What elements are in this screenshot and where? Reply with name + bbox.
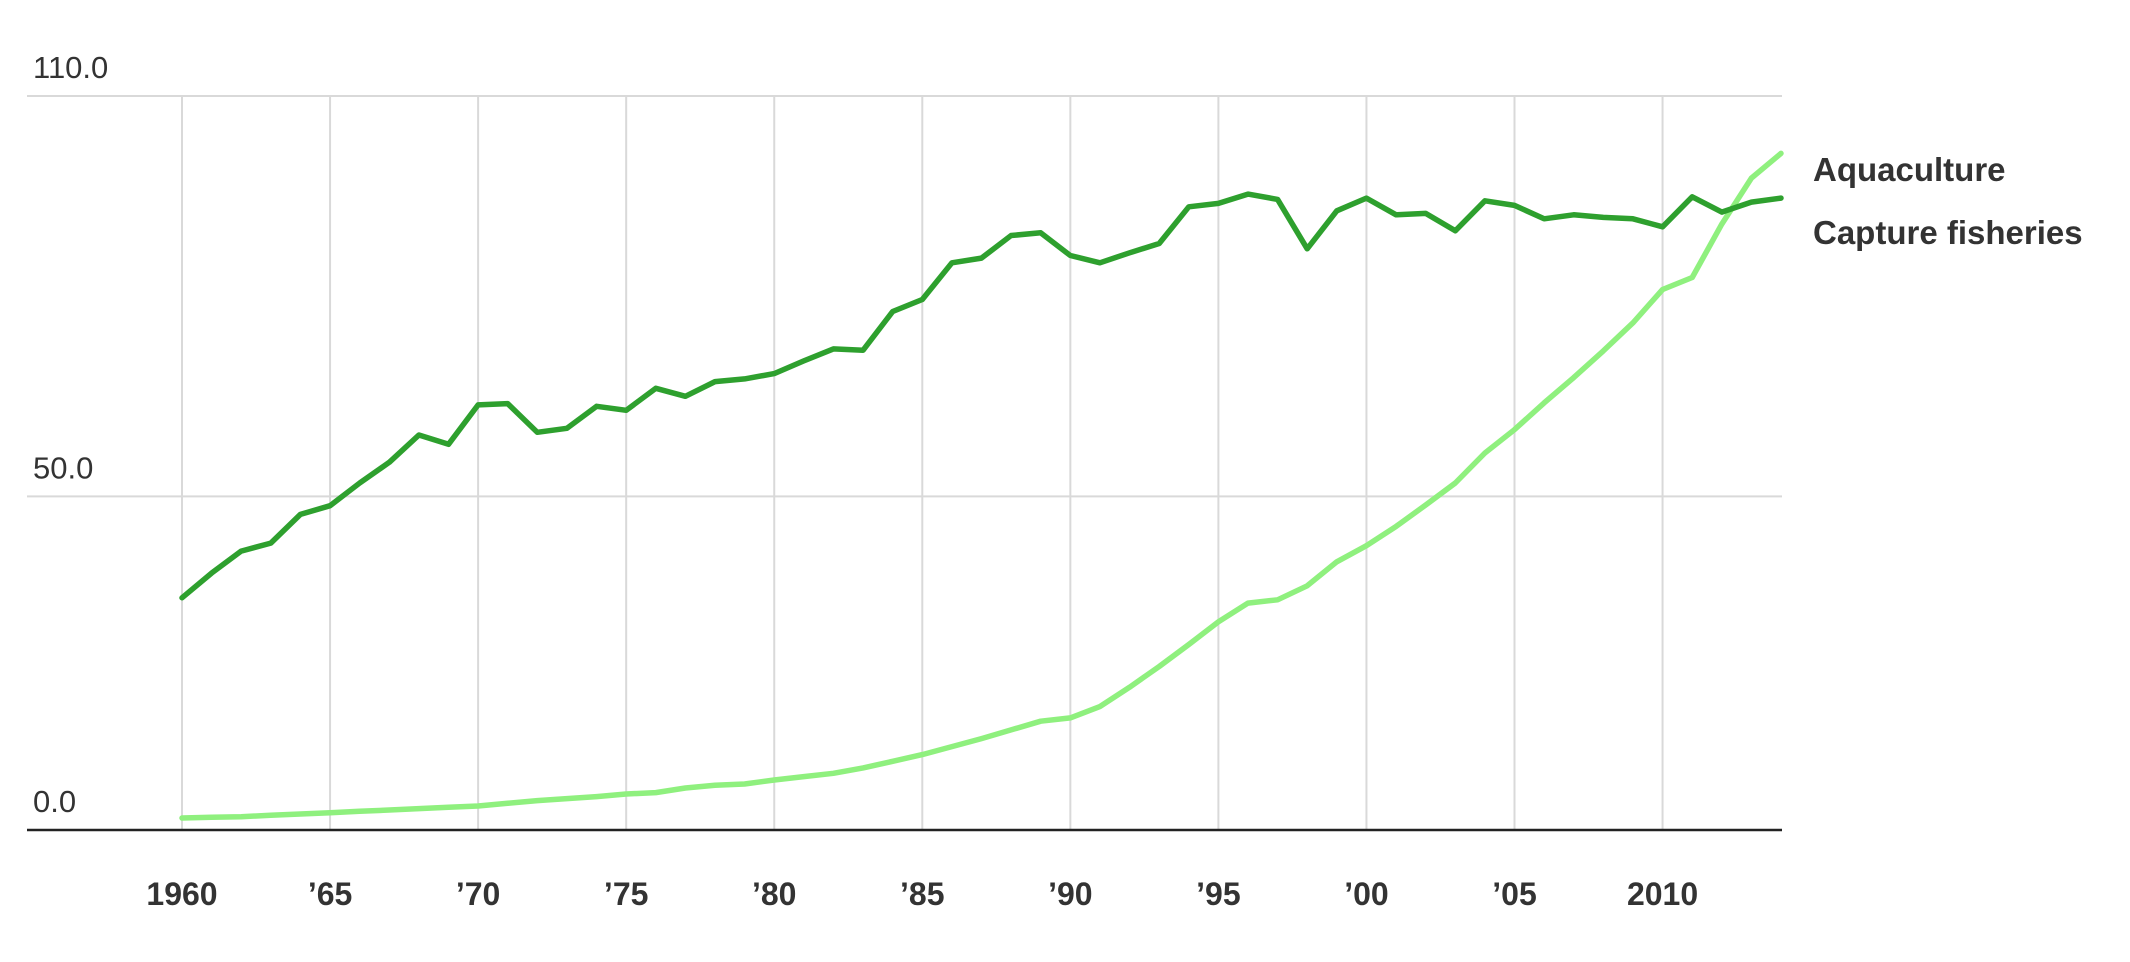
x-tick-label: ’75 <box>604 876 648 912</box>
y-tick-label: 0.0 <box>33 784 76 819</box>
x-tick-label: ’80 <box>752 876 796 912</box>
x-tick-label: ’85 <box>900 876 944 912</box>
y-tick-label: 110.0 <box>33 50 108 85</box>
x-tick-label: ’95 <box>1196 876 1240 912</box>
x-tick-label: ’90 <box>1048 876 1092 912</box>
series-line <box>179 150 1784 821</box>
y-tick-label: 50.0 <box>33 450 93 485</box>
x-tick-label: 1960 <box>146 876 217 912</box>
x-tick-label: ’70 <box>456 876 500 912</box>
x-tick-label: 2010 <box>1627 876 1698 912</box>
legend-label: Capture fisheries <box>1813 214 2083 251</box>
series-line <box>179 191 1784 601</box>
x-tick-label: ’00 <box>1344 876 1388 912</box>
x-tick-label: ’65 <box>308 876 352 912</box>
x-tick-label: ’05 <box>1492 876 1536 912</box>
legend-label: Aquaculture <box>1813 151 2006 188</box>
